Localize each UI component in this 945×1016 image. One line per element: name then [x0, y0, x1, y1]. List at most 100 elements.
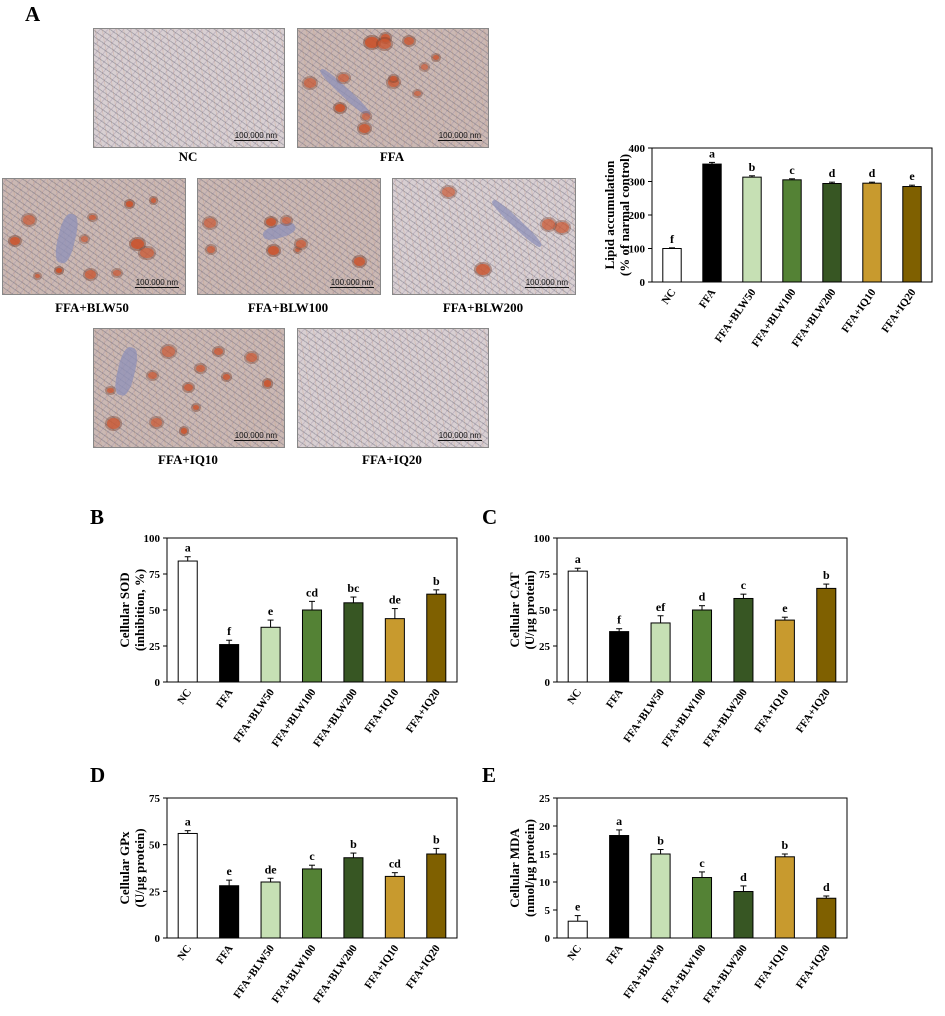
micrograph-label-ffa-blw50: FFA+BLW50	[55, 300, 129, 315]
chart-cellular-cat: 0 25 50 75 100 Cellular CAT (U/µg protein) a NC f…	[507, 533, 848, 749]
x-tick-label: FFA+IQ10	[752, 942, 791, 991]
micrograph-ffa-blw100: 100.000 nm	[197, 178, 381, 295]
y-tick-label: 25	[539, 641, 551, 653]
significance-label: f	[670, 232, 675, 246]
y-tick-label: 75	[149, 569, 161, 581]
lipid-droplet	[196, 365, 206, 373]
x-tick-label: FFA+IQ10	[840, 286, 879, 335]
y-tick-label: 25	[149, 641, 161, 653]
chart-lipid-accumulation: 0 100 200 300 400 Lipid accumulation (% of nar…	[602, 143, 933, 349]
lipid-droplet	[432, 55, 439, 60]
lipid-droplet	[192, 404, 200, 410]
vessel-shape	[112, 346, 141, 398]
micrograph-label-ffa-blw100: FFA+BLW100	[247, 300, 329, 315]
significance-label: a	[575, 552, 581, 566]
y-tick-label: 50	[539, 605, 551, 617]
lipid-droplet	[147, 372, 157, 380]
lipid-droplet	[88, 214, 97, 221]
micrograph-ffa-iq20: 100.000 nm	[297, 328, 489, 448]
chart-cellular-sod: 0 25 50 75 100 Cellular SOD (inhibition, %) a NC…	[117, 533, 458, 749]
panel-letter-c: C	[482, 505, 498, 529]
bar	[426, 593, 447, 683]
significance-label: e	[782, 601, 788, 615]
x-tick-label: FFA+BLW100	[270, 686, 319, 749]
bar	[260, 626, 281, 683]
micrograph-label-ffa-iq10: FFA+IQ10	[158, 452, 218, 467]
scale-bar-label: 100.000 nm	[524, 278, 569, 288]
micrograph-label-ffa-iq20: FFA+IQ20	[362, 452, 422, 467]
significance-label: f	[227, 624, 232, 638]
bar	[384, 875, 405, 939]
y-tick-label: 0	[155, 933, 161, 945]
y-tick-label: 200	[629, 210, 646, 222]
x-tick-label: FFA+IQ10	[362, 942, 401, 991]
micrograph-ffa-blw50: 100.000 nm	[2, 178, 186, 295]
micrograph-ffa-iq10: 100.000 nm	[93, 328, 285, 448]
x-tick-label: FFA+IQ20	[880, 286, 919, 335]
bar	[567, 570, 588, 683]
bar	[862, 182, 882, 283]
significance-label: cd	[306, 585, 318, 599]
bar	[691, 609, 713, 683]
bar	[816, 587, 837, 683]
y-tick-label: 400	[629, 143, 646, 155]
x-tick-label: FFA+IQ10	[752, 686, 791, 735]
x-tick-label: FFA+IQ10	[362, 686, 401, 735]
panel-letter-a: A	[25, 2, 41, 26]
panel-letter-b: B	[90, 505, 105, 529]
significance-label: d	[699, 590, 706, 604]
y-axis-label: Cellular GPx	[117, 831, 132, 905]
bar	[426, 853, 447, 939]
micrograph-label-ffa: FFA	[379, 149, 405, 164]
y-axis-label: Cellular CAT	[507, 572, 522, 647]
significance-label: d	[869, 166, 876, 180]
bar	[301, 868, 323, 939]
significance-label: d	[829, 166, 836, 180]
lipid-droplet	[112, 269, 121, 276]
y-tick-label: 300	[629, 177, 646, 189]
x-tick-label: FFA	[604, 687, 626, 711]
lipid-droplet	[107, 387, 115, 394]
y-axis-label: Cellular MDA	[507, 828, 522, 908]
bar	[567, 920, 588, 939]
lipid-droplet	[541, 218, 556, 230]
bar	[774, 856, 795, 939]
bar	[177, 832, 198, 939]
bar	[774, 619, 795, 683]
lipid-droplet	[150, 418, 162, 428]
x-tick-label: FFA+BLW50	[231, 942, 277, 1000]
bar	[343, 857, 364, 939]
lipid-droplet	[150, 198, 157, 203]
x-tick-label: FFA	[604, 943, 626, 967]
bar	[219, 885, 240, 939]
y-axis-label: (inhibition, %)	[132, 569, 147, 651]
x-tick-label: FFA	[214, 943, 236, 967]
chart-cellular-gpx: 0 25 50 75 Cellular GPx (U/µg protein) a NC e FFA…	[117, 793, 458, 1005]
bar	[702, 163, 722, 283]
bar	[219, 644, 240, 683]
lipid-droplet	[296, 240, 306, 248]
lipid-droplet	[130, 238, 144, 249]
vessel-shape	[53, 212, 82, 265]
x-tick-label: FFA	[697, 287, 719, 311]
significance-label: b	[657, 834, 664, 848]
lipid-droplet	[294, 247, 300, 252]
x-tick-label: FFA	[214, 687, 236, 711]
y-axis-label: (U/µg protein)	[522, 570, 537, 649]
scale-bar-label: 100.000 nm	[233, 431, 278, 441]
bar	[177, 560, 198, 683]
significance-label: d	[740, 870, 747, 884]
lipid-droplet	[207, 246, 216, 253]
x-tick-label: FFA+IQ20	[794, 686, 833, 735]
lipid-droplet	[203, 218, 217, 229]
significance-label: b	[350, 837, 357, 851]
bar	[733, 891, 754, 939]
y-tick-label: 50	[149, 605, 161, 617]
y-axis-label: (nmol/µg protein)	[522, 819, 537, 917]
bar	[609, 631, 630, 683]
bar	[301, 609, 323, 683]
y-tick-label: 25	[539, 793, 551, 805]
lipid-droplet	[364, 37, 379, 49]
lipid-droplet	[390, 75, 397, 81]
scale-bar-label: 100.000 nm	[134, 278, 179, 288]
